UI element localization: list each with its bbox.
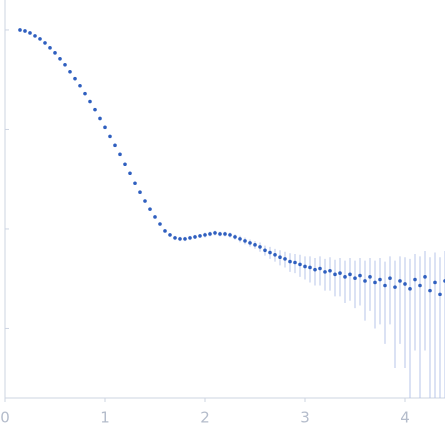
data-point bbox=[108, 134, 112, 139]
data-point bbox=[138, 190, 142, 195]
data-point bbox=[178, 237, 182, 241]
data-point bbox=[83, 91, 87, 96]
data-point bbox=[358, 273, 362, 278]
data-point bbox=[68, 69, 72, 74]
data-point bbox=[423, 275, 427, 279]
data-point bbox=[243, 239, 247, 243]
data-point bbox=[373, 280, 377, 285]
data-point bbox=[218, 232, 222, 236]
data-point bbox=[418, 283, 422, 288]
data-point bbox=[23, 29, 27, 33]
data-point bbox=[328, 268, 332, 273]
data-point bbox=[278, 255, 282, 260]
data-point bbox=[378, 277, 382, 282]
data-point bbox=[38, 37, 42, 41]
data-point bbox=[148, 207, 152, 211]
data-point bbox=[103, 125, 107, 130]
data-point bbox=[248, 241, 252, 245]
data-point bbox=[78, 83, 82, 88]
data-point bbox=[393, 285, 397, 289]
data-point bbox=[98, 116, 102, 121]
data-point bbox=[128, 171, 132, 176]
data-point bbox=[48, 46, 52, 50]
data-point bbox=[348, 272, 352, 277]
data-point bbox=[28, 31, 32, 35]
data-point bbox=[238, 237, 242, 241]
data-point bbox=[43, 41, 47, 45]
data-point bbox=[323, 270, 327, 274]
data-point bbox=[163, 229, 167, 233]
data-point bbox=[388, 276, 392, 280]
data-point bbox=[273, 252, 277, 257]
data-point bbox=[113, 143, 117, 148]
x-tick-label: 1 bbox=[100, 409, 110, 427]
data-point bbox=[318, 266, 322, 271]
data-point bbox=[433, 280, 437, 285]
data-point bbox=[438, 292, 442, 297]
data-point bbox=[283, 257, 287, 261]
data-point bbox=[263, 248, 267, 253]
data-point bbox=[363, 279, 367, 283]
x-tick-label: 4 bbox=[400, 409, 410, 427]
data-point bbox=[188, 236, 192, 240]
data-point bbox=[253, 243, 257, 247]
data-point bbox=[228, 233, 232, 237]
data-point bbox=[208, 232, 212, 236]
data-point bbox=[198, 234, 202, 238]
data-point bbox=[233, 235, 237, 239]
data-point bbox=[403, 282, 407, 286]
data-point bbox=[333, 272, 337, 277]
data-point bbox=[213, 231, 217, 235]
data-point bbox=[118, 152, 122, 157]
data-point bbox=[203, 233, 207, 237]
data-point bbox=[88, 99, 92, 104]
x-tick-label: 0 bbox=[0, 409, 10, 427]
data-point bbox=[58, 56, 62, 61]
data-point bbox=[143, 199, 147, 203]
data-point bbox=[408, 287, 412, 291]
data-point bbox=[368, 275, 372, 279]
data-point bbox=[193, 235, 197, 239]
data-point bbox=[293, 260, 297, 265]
data-point bbox=[123, 162, 127, 167]
data-point bbox=[73, 76, 77, 81]
data-point bbox=[343, 275, 347, 279]
data-point bbox=[153, 215, 157, 219]
data-point bbox=[183, 237, 187, 241]
data-point bbox=[258, 245, 262, 249]
data-point bbox=[298, 262, 302, 267]
data-point bbox=[133, 181, 137, 186]
data-point bbox=[288, 259, 292, 264]
data-point bbox=[53, 51, 57, 55]
data-point bbox=[413, 277, 417, 282]
data-point bbox=[93, 107, 97, 112]
data-point bbox=[313, 267, 317, 272]
data-point bbox=[168, 233, 172, 237]
data-point bbox=[173, 236, 177, 240]
data-point bbox=[338, 271, 342, 275]
data-point bbox=[303, 264, 307, 269]
data-point bbox=[18, 28, 22, 32]
data-point bbox=[63, 62, 67, 67]
data-point bbox=[383, 283, 387, 288]
data-point bbox=[428, 288, 432, 293]
data-point bbox=[268, 250, 272, 255]
data-point bbox=[158, 222, 162, 226]
data-point bbox=[223, 232, 227, 236]
plot-area bbox=[18, 28, 445, 398]
data-point bbox=[308, 265, 312, 270]
x-tick-label: 2 bbox=[200, 409, 210, 427]
data-point bbox=[398, 279, 402, 283]
data-point bbox=[353, 276, 357, 280]
x-tick-label: 3 bbox=[300, 409, 310, 427]
data-point bbox=[33, 34, 37, 38]
